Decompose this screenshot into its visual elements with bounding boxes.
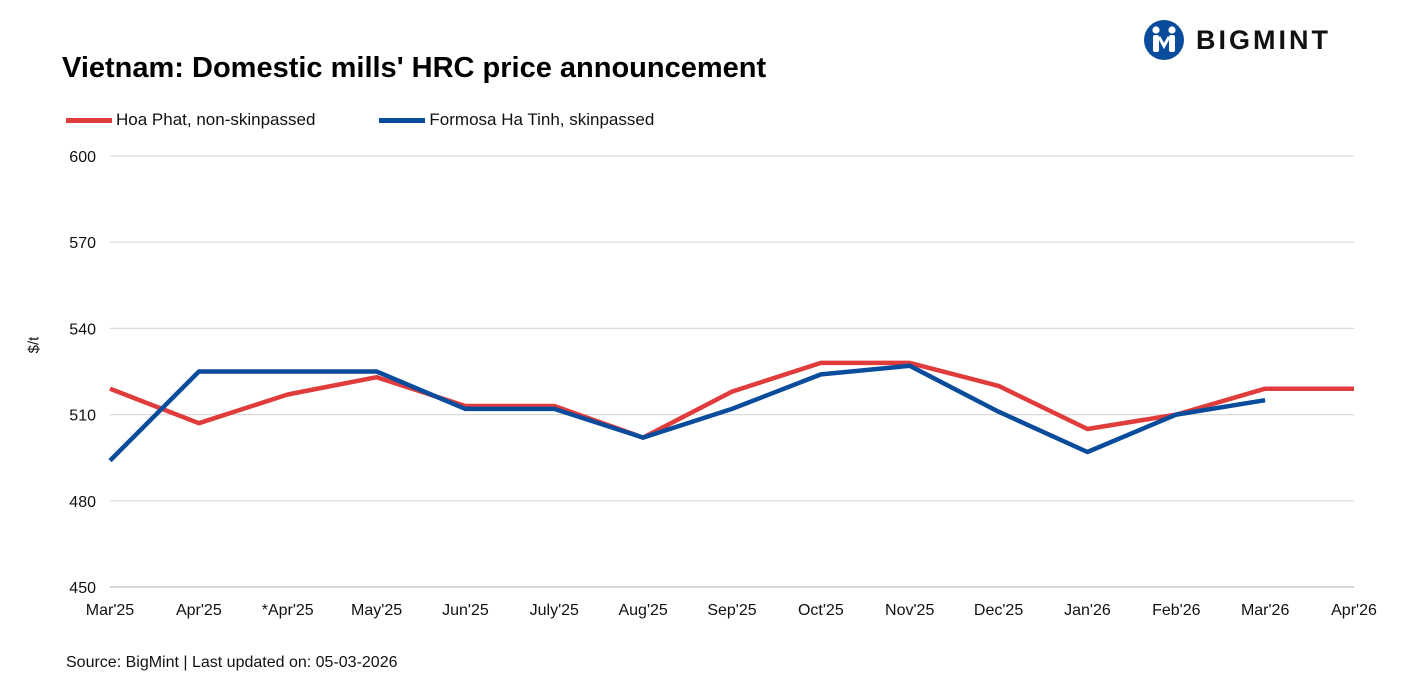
chart-legend: Hoa Phat, non-skinpassed Formosa Ha Tinh… <box>66 108 654 132</box>
x-tick-label: Dec'25 <box>974 602 1023 619</box>
series-line-hoa-phat <box>109 360 1354 440</box>
x-tick-label: Oct'25 <box>798 602 844 619</box>
logo-text: BIGMINT <box>1196 24 1331 55</box>
x-tick-label: Apr'26 <box>1331 602 1377 619</box>
y-tick-label: 450 <box>69 580 96 597</box>
x-tick-label: *Apr'25 <box>262 602 314 619</box>
y-tick-label: 510 <box>69 408 96 425</box>
x-tick-label: Nov'25 <box>885 602 934 619</box>
y-tick-label: 600 <box>69 149 96 166</box>
y-tick-label: 540 <box>69 321 96 338</box>
x-tick-label: Apr'25 <box>176 602 222 619</box>
x-tick-label: Feb'26 <box>1152 602 1201 619</box>
source-note: Source: BigMint | Last updated on: 05-03… <box>66 654 398 671</box>
legend-label-hoa-phat: Hoa Phat, non-skinpassed <box>116 110 316 129</box>
legend-label-formosa: Formosa Ha Tinh, skinpassed <box>429 110 655 129</box>
x-tick-label: May'25 <box>351 602 402 619</box>
legend-swatch-hoa-phat <box>66 117 112 123</box>
x-tick-label: Mar'25 <box>86 602 135 619</box>
bigmint-logo: BIGMINT <box>1142 19 1331 61</box>
legend-item-formosa: Formosa Ha Tinh, skinpassed <box>379 110 654 130</box>
x-tick-label: Aug'25 <box>618 602 667 619</box>
x-tick-label: July'25 <box>530 602 579 619</box>
legend-item-hoa-phat: Hoa Phat, non-skinpassed <box>66 110 315 130</box>
legend-swatch-formosa <box>379 117 426 123</box>
bigmint-logo-icon <box>1144 20 1184 60</box>
y-tick-label: 570 <box>69 235 96 252</box>
series-line-formosa <box>108 363 1266 463</box>
chart-title: Vietnam: Domestic mills' HRC price annou… <box>62 52 767 84</box>
x-tick-label: Jun'25 <box>442 602 489 619</box>
x-tick-label: Jan'26 <box>1064 602 1111 619</box>
y-tick-label: 480 <box>69 494 96 511</box>
x-tick-label: Sep'25 <box>707 602 756 619</box>
x-tick-label: Mar'26 <box>1241 602 1290 619</box>
